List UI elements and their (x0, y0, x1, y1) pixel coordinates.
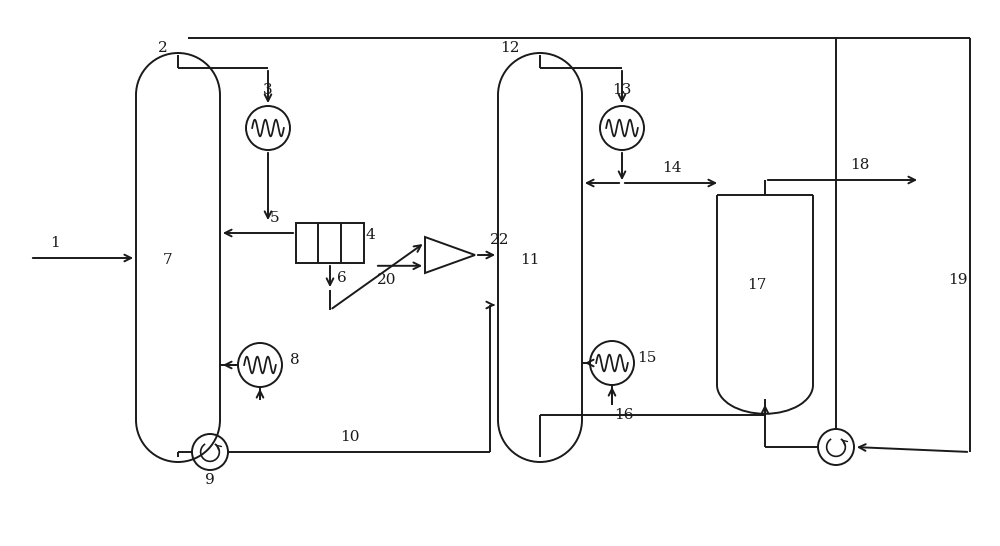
Text: 4: 4 (365, 228, 375, 242)
Bar (296, 223, 364, 263)
Text: 11: 11 (520, 253, 540, 267)
Text: 17: 17 (747, 278, 767, 292)
Text: 10: 10 (340, 430, 360, 444)
Text: 7: 7 (163, 253, 173, 267)
Text: 18: 18 (850, 158, 870, 172)
Text: 20: 20 (377, 273, 397, 287)
Text: 2: 2 (158, 41, 168, 55)
Text: 15: 15 (637, 351, 657, 365)
Text: 22: 22 (490, 233, 510, 247)
Text: 13: 13 (612, 83, 632, 97)
Text: 1: 1 (50, 236, 60, 250)
Text: 3: 3 (263, 83, 273, 97)
Text: 14: 14 (662, 161, 682, 175)
Text: 9: 9 (205, 473, 215, 487)
Text: 19: 19 (948, 273, 968, 287)
Text: 6: 6 (337, 271, 347, 285)
Text: 16: 16 (614, 408, 634, 422)
Text: 12: 12 (500, 41, 520, 55)
Text: 8: 8 (290, 353, 300, 367)
Text: 5: 5 (270, 211, 280, 225)
